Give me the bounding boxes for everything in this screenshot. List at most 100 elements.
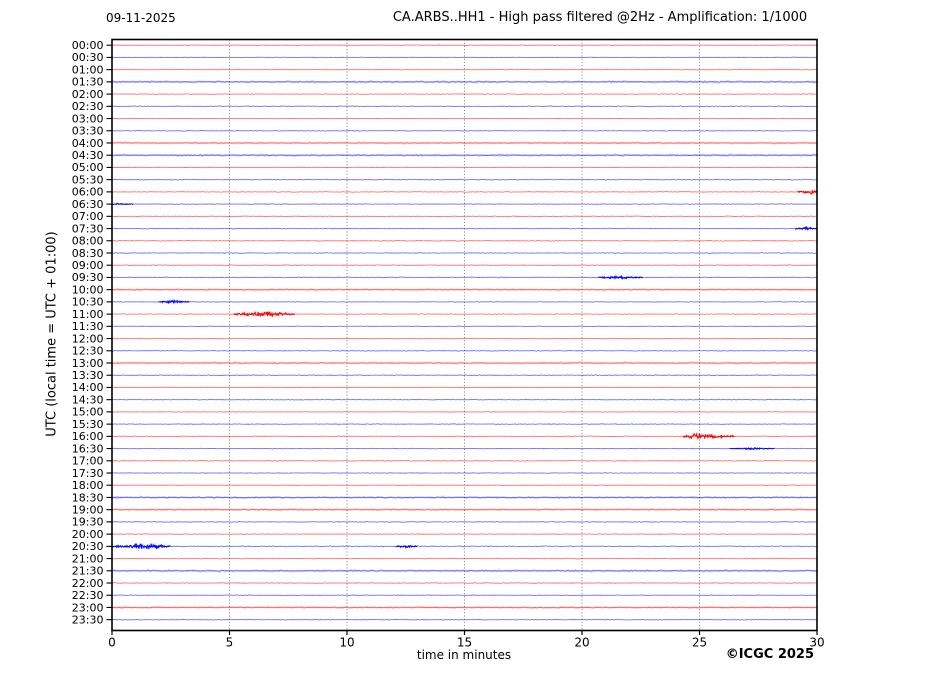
trace-04:00: [111, 142, 818, 144]
plot-frame: [111, 38, 818, 632]
trace-05:00: [111, 166, 818, 169]
trace-15:30: [111, 423, 818, 426]
x-tick-label-0: 0: [108, 636, 116, 650]
y-tick-label-09:00: 09:00: [72, 259, 104, 272]
y-tick-label-02:30: 02:30: [72, 100, 104, 113]
trace-12:30: [111, 349, 818, 352]
y-tick-label-08:30: 08:30: [72, 247, 104, 260]
y-tick-label-06:30: 06:30: [72, 198, 104, 211]
event-burst-07:30-2: [795, 225, 817, 231]
copyright-label: ©ICGC 2025: [725, 647, 814, 662]
trace-20:30: [111, 545, 818, 548]
x-tick-label-10: 10: [339, 636, 354, 650]
y-tick-label-14:30: 14:30: [72, 393, 104, 406]
y-tick-label-21:30: 21:30: [72, 565, 104, 578]
y-tick-label-22:30: 22:30: [72, 589, 104, 602]
trace-15:00: [111, 411, 818, 413]
x-axis-label: time in minutes: [416, 648, 512, 662]
y-tick-label-18:30: 18:30: [72, 491, 104, 504]
event-burst-11:00-5: [233, 310, 296, 318]
plot-date: 09-11-2025: [106, 11, 176, 25]
y-tick-label-23:00: 23:00: [72, 601, 104, 614]
trace-11:00: [111, 313, 818, 315]
y-tick-label-15:30: 15:30: [72, 418, 104, 431]
trace-21:00: [111, 557, 818, 560]
trace-13:30: [111, 374, 818, 377]
y-tick-label-03:00: 03:00: [72, 112, 104, 125]
y-tick-label-17:30: 17:30: [72, 467, 104, 480]
trace-14:30: [111, 398, 818, 401]
y-tick-label-20:30: 20:30: [72, 540, 104, 553]
y-tick-label-04:30: 04:30: [72, 149, 104, 162]
trace-03:00: [111, 117, 818, 120]
trace-08:00: [111, 239, 818, 242]
y-tick-label-19:30: 19:30: [72, 516, 104, 529]
y-tick-label-17:00: 17:00: [72, 455, 104, 468]
y-tick-label-21:00: 21:00: [72, 552, 104, 565]
y-tick-label-14:00: 14:00: [72, 381, 104, 394]
y-tick-label-11:00: 11:00: [72, 308, 104, 321]
trace-10:00: [111, 288, 818, 291]
y-tick-label-19:00: 19:00: [72, 503, 104, 516]
trace-01:00: [111, 68, 818, 71]
trace-17:30: [111, 472, 818, 474]
y-tick-label-11:30: 11:30: [72, 320, 104, 333]
trace-07:00: [111, 215, 818, 218]
y-tick-label-09:30: 09:30: [72, 271, 104, 284]
trace-04:30: [111, 154, 818, 156]
y-tick-label-01:00: 01:00: [72, 63, 104, 76]
event-burst-10:30-4: [158, 299, 190, 305]
y-tick-label-08:00: 08:00: [72, 235, 104, 248]
trace-16:30: [111, 447, 818, 450]
trace-06:00: [111, 190, 818, 193]
trace-17:00: [111, 459, 818, 462]
trace-02:30: [111, 105, 818, 108]
trace-23:30: [111, 618, 818, 621]
y-tick-label-15:00: 15:00: [72, 406, 104, 419]
trace-23:00: [111, 606, 818, 609]
trace-00:30: [111, 56, 818, 59]
trace-11:30: [111, 325, 818, 328]
trace-09:00: [111, 264, 818, 267]
y-tick-label-00:00: 00:00: [72, 39, 104, 52]
trace-19:30: [111, 521, 818, 523]
x-tick-label-20: 20: [574, 636, 589, 650]
trace-20:00: [111, 533, 818, 535]
y-tick-label-12:00: 12:00: [72, 332, 104, 345]
y-tick-label-01:30: 01:30: [72, 76, 104, 89]
trace-08:30: [111, 252, 818, 254]
y-tick-label-02:00: 02:00: [72, 88, 104, 101]
y-tick-label-18:00: 18:00: [72, 479, 104, 492]
plot-title: CA.ARBS..HH1 - High pass filtered @2Hz -…: [392, 10, 808, 25]
trace-00:00: [111, 44, 818, 47]
trace-02:00: [111, 93, 818, 95]
y-tick-label-16:30: 16:30: [72, 442, 104, 455]
y-tick-label-03:30: 03:30: [72, 125, 104, 138]
y-tick-label-13:30: 13:30: [72, 369, 104, 382]
trace-05:30: [111, 178, 818, 181]
y-tick-label-10:30: 10:30: [72, 296, 104, 309]
event-burst-06:00-0: [797, 188, 818, 195]
y-tick-label-05:30: 05:30: [72, 173, 104, 186]
y-tick-label-12:30: 12:30: [72, 345, 104, 358]
y-tick-label-13:00: 13:00: [72, 357, 104, 370]
y-tick-label-05:00: 05:00: [72, 161, 104, 174]
trace-09:30: [111, 276, 818, 279]
trace-01:30: [111, 81, 818, 83]
event-burst-20:30-8: [111, 542, 171, 550]
event-burst-16:30-7: [729, 446, 775, 451]
x-tick-label-30: 30: [809, 636, 824, 650]
trace-10:30: [111, 301, 818, 303]
y-tick-label-23:30: 23:30: [72, 613, 104, 626]
event-burst-20:30-9: [395, 544, 418, 550]
trace-22:00: [111, 582, 818, 584]
trace-14:00: [111, 386, 818, 389]
trace-07:30: [111, 227, 818, 230]
y-tick-label-22:00: 22:00: [72, 577, 104, 590]
trace-12:00: [111, 337, 818, 340]
y-tick-label-07:00: 07:00: [72, 210, 104, 223]
event-burst-06:30-1: [111, 202, 134, 206]
x-tick-label-15: 15: [457, 636, 472, 650]
trace-22:30: [111, 594, 818, 597]
